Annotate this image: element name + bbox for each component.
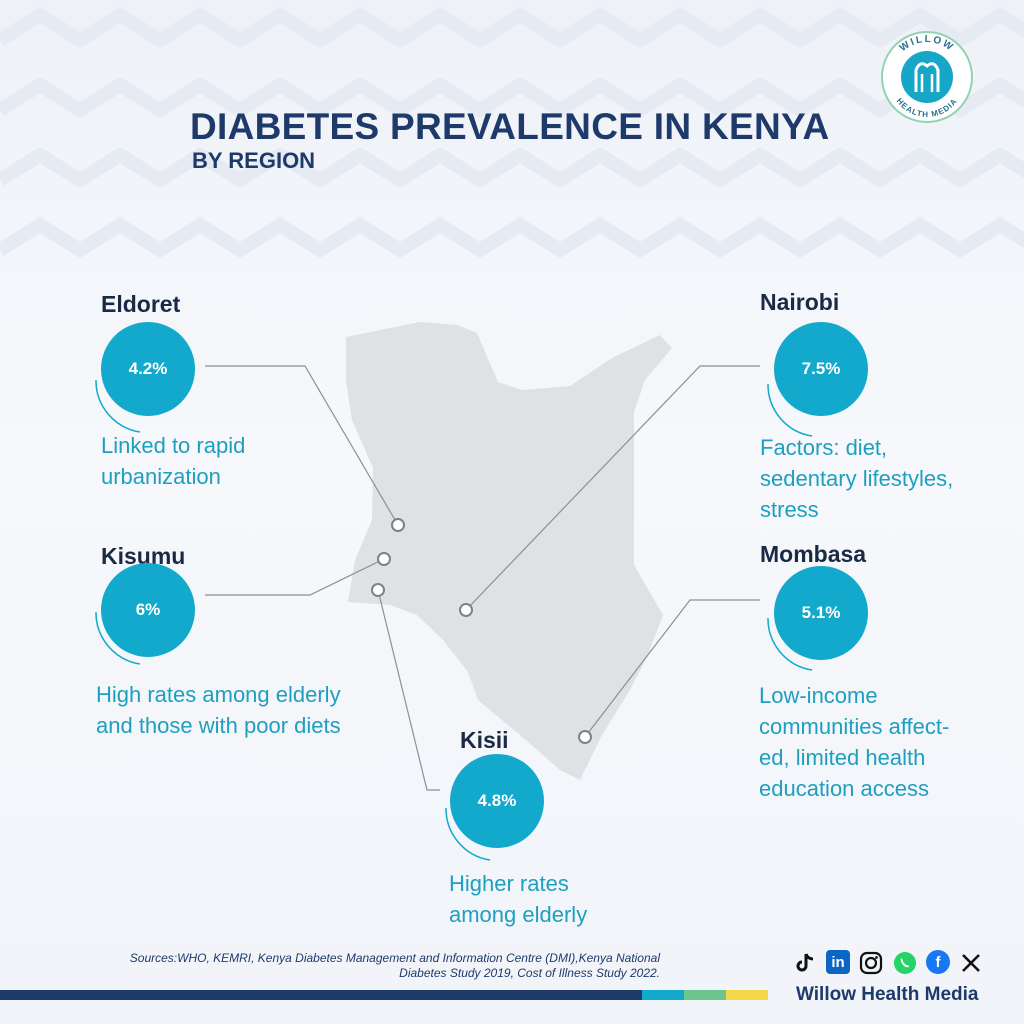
whatsapp-icon[interactable]	[892, 950, 918, 976]
brand-name: Willow Health Media	[796, 984, 979, 1005]
kisumu-note-line: and those with poor diets	[96, 713, 341, 738]
footer-bar-navy	[0, 990, 642, 1000]
eldoret-note-line: urbanization	[101, 464, 221, 489]
eldoret-label: Eldoret	[101, 291, 181, 317]
sources-text: Sources:WHO, KEMRI, Kenya Diabetes Manag…	[40, 951, 660, 981]
kisumu-note: High rates among elderly and those with …	[96, 679, 341, 741]
instagram-icon[interactable]	[858, 950, 884, 976]
willow-health-media-logo: WILLOW HEALTH MEDIA	[881, 31, 973, 123]
eldoret-bubble-arc	[95, 379, 141, 433]
mombasa-leader-line	[584, 599, 760, 738]
kisii-note-line: Higher rates	[449, 871, 569, 896]
sources-line: Sources:WHO, KEMRI, Kenya Diabetes Manag…	[129, 951, 660, 965]
facebook-icon[interactable]: f	[926, 950, 950, 974]
kisumu-leader-line	[205, 558, 385, 596]
footer-bar-cyan	[642, 990, 684, 1000]
kisii-note: Higher rates among elderly	[449, 868, 587, 930]
nairobi-leader-line	[465, 365, 760, 611]
nairobi-bubble-arc	[767, 383, 813, 437]
kisumu-marker	[377, 552, 391, 566]
mombasa-note-line: communities affect-	[759, 714, 950, 739]
footer-bar-green	[684, 990, 726, 1000]
kisii-note-line: among elderly	[449, 902, 588, 927]
mombasa-marker	[578, 730, 592, 744]
nairobi-note: Factors: diet, sedentary lifestyles, str…	[760, 432, 953, 525]
kisumu-value-bubble: 6%	[101, 563, 195, 657]
kisumu-note-line: High rates among elderly	[96, 682, 341, 707]
eldoret-marker	[391, 518, 405, 532]
kenya-outline	[346, 322, 672, 780]
tiktok-icon[interactable]	[792, 950, 818, 976]
mombasa-note: Low-income communities affect- ed, limit…	[759, 680, 949, 804]
sources-line: Diabetes Study 2019, Cost of Illness Stu…	[399, 966, 660, 980]
nairobi-note-line: stress	[760, 497, 819, 522]
nairobi-value-bubble: 7.5%	[774, 322, 868, 416]
kisii-value-bubble: 4.8%	[450, 754, 544, 848]
eldoret-note: Linked to rapid urbanization	[101, 430, 245, 492]
page-subtitle: BY REGION	[192, 148, 316, 173]
kisumu-bubble-arc	[95, 611, 141, 665]
mombasa-note-line: education access	[759, 776, 929, 801]
x-icon[interactable]	[958, 950, 984, 976]
eldoret-value-bubble: 4.2%	[101, 322, 195, 416]
mombasa-note-line: ed, limited health	[759, 745, 926, 770]
nairobi-note-line: sedentary lifestyles,	[760, 466, 954, 491]
eldoret-note-line: Linked to rapid	[101, 433, 246, 458]
mombasa-bubble-arc	[767, 617, 813, 671]
social-icons: in f	[792, 950, 984, 976]
nairobi-marker	[459, 603, 473, 617]
nairobi-label: Nairobi	[760, 289, 840, 315]
kisii-leader-line	[377, 589, 440, 791]
eldoret-leader-line	[205, 365, 399, 526]
kisii-marker	[371, 583, 385, 597]
kisii-bubble-arc	[445, 807, 491, 861]
linkedin-icon[interactable]: in	[826, 950, 850, 974]
footer-bar-yellow	[726, 990, 768, 1000]
nairobi-note-line: Factors: diet,	[760, 435, 888, 460]
mombasa-value-bubble: 5.1%	[774, 566, 868, 660]
page-title: DIABETES PREVALENCE IN KENYA	[190, 106, 830, 147]
mombasa-label: Mombasa	[760, 541, 867, 567]
kisii-label: Kisii	[460, 727, 509, 753]
mombasa-note-line: Low-income	[759, 683, 878, 708]
